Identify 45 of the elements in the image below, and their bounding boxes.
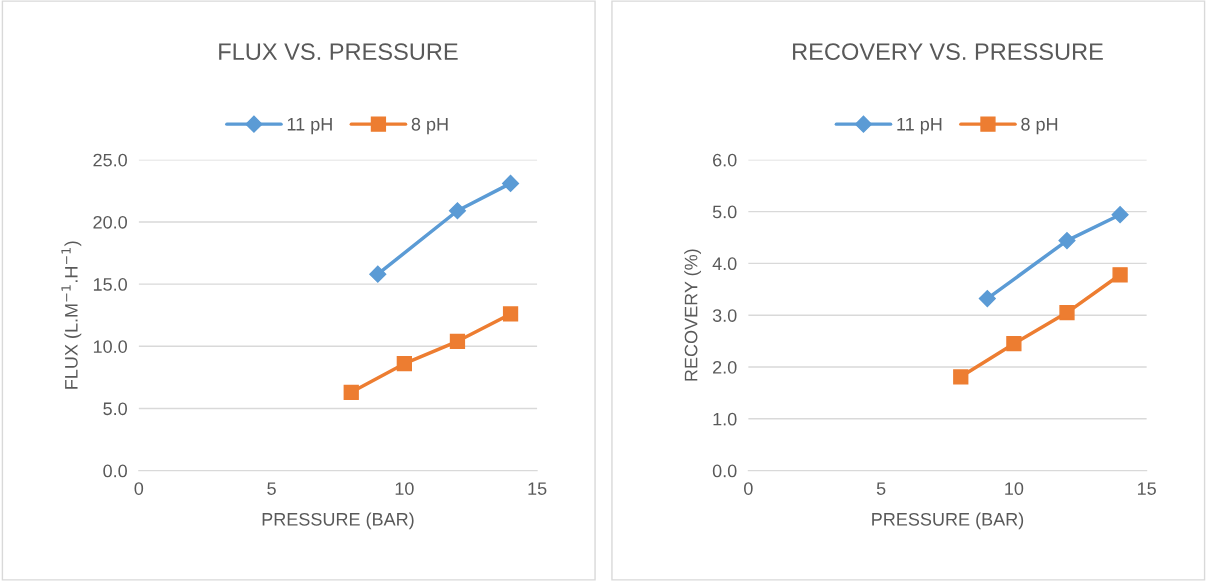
- chart-title: RECOVERY VS. PRESSURE: [793, 43, 1103, 61]
- y-tick-label: 0.0: [712, 464, 737, 478]
- point: [1058, 232, 1076, 250]
- x-tick-label: 10: [395, 482, 414, 495]
- y-tick-label: 10.0: [93, 340, 127, 353]
- point: [502, 174, 520, 192]
- y-tick-label: 0.0: [103, 464, 127, 478]
- x-tick-label: 5: [876, 482, 886, 495]
- y-tick-label: 2.0: [713, 360, 737, 374]
- point: [1059, 304, 1075, 321]
- point: [449, 333, 466, 349]
- y-tick-label: 15.0: [93, 278, 127, 291]
- legend-label: 8 pH: [1021, 117, 1058, 135]
- point: [1006, 336, 1022, 352]
- point: [396, 356, 412, 372]
- y-axis-title: RECOVERY (%): [684, 249, 702, 381]
- x-tick-label: 15: [528, 482, 547, 495]
- x-axis-title: PRESSURE (BAR): [872, 512, 1024, 530]
- point: [448, 202, 467, 220]
- legend-label: 11 pH: [287, 118, 332, 135]
- x-tick-label: 5: [267, 482, 276, 495]
- y-tick-label: 5.0: [103, 402, 127, 416]
- chart-title: FLUX VS. PRESSURE: [219, 43, 458, 61]
- x-tick-label: 10: [1005, 482, 1024, 495]
- point: [502, 306, 519, 322]
- x-axis-title: PRESSURE (BAR): [262, 512, 414, 530]
- y-tick-label: 5.0: [712, 205, 737, 219]
- x-tick-label: 0: [744, 482, 753, 495]
- y-tick-label: 6.0: [713, 153, 737, 167]
- x-tick-label: 15: [1137, 482, 1156, 495]
- point: [978, 290, 996, 308]
- y-tick-label: 20.0: [93, 215, 127, 229]
- legend-label: 11 pH: [897, 118, 942, 135]
- y-axis-title: FLUX (L.M$^{−1}$.H$^{−1}$): [61, 241, 82, 389]
- point: [1112, 267, 1128, 283]
- legend-label: 8 pH: [411, 117, 448, 135]
- x-tick-label: 0: [134, 482, 144, 495]
- point: [343, 384, 359, 400]
- y-tick-label: 25.0: [93, 153, 127, 167]
- y-tick-label: 1.0: [713, 412, 737, 426]
- y-tick-label: 3.0: [712, 309, 737, 322]
- point: [369, 265, 387, 283]
- y-tick-label: 4.0: [712, 257, 737, 271]
- point: [1111, 206, 1129, 224]
- point: [953, 369, 969, 385]
